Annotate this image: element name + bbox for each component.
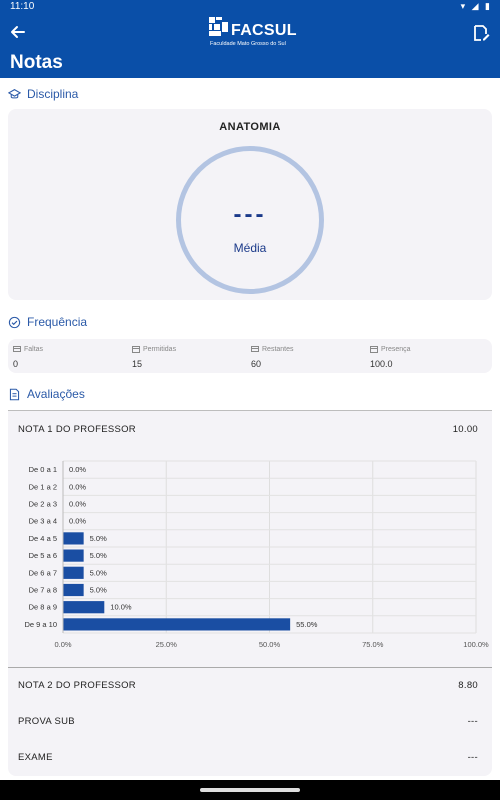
bar bbox=[63, 618, 291, 631]
evaluation-name: EXAME bbox=[18, 752, 53, 763]
x-tick-label: 50.0% bbox=[259, 640, 281, 649]
bar bbox=[63, 601, 105, 614]
bar-value-label: 5.0% bbox=[90, 568, 107, 577]
frequency-label: Faltas bbox=[24, 345, 44, 353]
evaluation-name: PROVA SUB bbox=[18, 716, 75, 727]
evaluation-name: NOTA 2 DO PROFESSOR bbox=[18, 680, 136, 691]
bar-value-label: 0.0% bbox=[69, 500, 86, 509]
facsul-logo: FACSUL Faculdade Mato Grosso do Sul bbox=[208, 16, 297, 52]
evaluation-row[interactable]: NOTA 1 DO PROFESSOR 10.00 bbox=[18, 424, 478, 435]
evaluation-row[interactable]: PROVA SUB --- bbox=[18, 716, 478, 727]
bar-value-label: 0.0% bbox=[69, 517, 86, 526]
frequency-label: Permitidas bbox=[143, 345, 177, 353]
category-label: De 7 a 8 bbox=[29, 586, 57, 595]
logo-brand: FACSUL bbox=[231, 22, 297, 39]
average-ring: --- Média bbox=[176, 146, 324, 294]
bar-value-label: 5.0% bbox=[90, 551, 107, 560]
evaluations-card: NOTA 1 DO PROFESSOR 10.00 0.0% 25.0% 50.0%… bbox=[8, 410, 492, 776]
section-evaluations: Avaliações bbox=[8, 385, 85, 403]
status-icons: ▾ ◢ ▮ bbox=[460, 1, 492, 11]
bar-value-label: 5.0% bbox=[90, 586, 107, 595]
category-label: De 1 a 2 bbox=[29, 482, 57, 491]
evaluation-value: 8.80 bbox=[458, 680, 478, 691]
frequency-absences: Faltas 0 bbox=[13, 344, 43, 369]
evaluation-value: --- bbox=[467, 716, 478, 727]
evaluation-value: 10.00 bbox=[452, 424, 478, 435]
calendar-icon bbox=[132, 345, 140, 353]
back-arrow-icon[interactable] bbox=[8, 22, 28, 42]
bar bbox=[63, 549, 84, 562]
home-gesture-handle[interactable] bbox=[200, 788, 300, 792]
status-time: 11:10 bbox=[10, 1, 35, 12]
facsul-logo-mark-icon bbox=[209, 17, 228, 36]
category-label: De 6 a 7 bbox=[29, 568, 57, 577]
section-discipline: Disciplina bbox=[8, 85, 78, 103]
category-label: De 2 a 3 bbox=[29, 500, 57, 509]
bar bbox=[63, 583, 84, 597]
bar-value-label: 5.0% bbox=[90, 534, 107, 543]
evaluation-row[interactable]: EXAME --- bbox=[18, 752, 478, 763]
x-tick-label: 25.0% bbox=[156, 640, 178, 649]
bar-value-label: 0.0% bbox=[69, 482, 86, 491]
bar-value-label: 55.0% bbox=[296, 620, 318, 629]
discipline-name: ANATOMIA bbox=[219, 121, 281, 133]
x-tick-label: 100.0% bbox=[463, 640, 489, 649]
frequency-allowed: Permitidas 15 bbox=[132, 344, 176, 369]
section-frequency-label: Frequência bbox=[27, 315, 88, 329]
category-label: De 9 a 10 bbox=[24, 620, 57, 629]
card-icon bbox=[251, 345, 259, 353]
x-tick-label: 75.0% bbox=[362, 640, 384, 649]
frequency-value: 100.0 bbox=[370, 359, 393, 369]
page-title: Notas bbox=[10, 52, 63, 73]
category-label: De 5 a 6 bbox=[29, 551, 57, 560]
app-bar: FACSUL Faculdade Mato Grosso do Sul Nota… bbox=[0, 14, 500, 78]
section-frequency: Frequência bbox=[8, 313, 87, 331]
section-evaluations-label: Avaliações bbox=[27, 387, 85, 401]
status-bar: 11:10 ▾ ◢ ▮ bbox=[0, 0, 500, 14]
category-label: De 0 a 1 bbox=[29, 465, 57, 474]
system-nav-bar bbox=[0, 780, 500, 800]
frequency-presence: Presença 100.0 bbox=[370, 344, 411, 369]
grade-distribution-chart: 0.0% 25.0% 50.0% 75.0% 100.0% De 0 a 1 0.0% De … bbox=[24, 460, 489, 649]
document-icon bbox=[9, 388, 20, 400]
bar-value-label: 10.0% bbox=[110, 603, 132, 612]
bar bbox=[63, 532, 84, 545]
bar bbox=[63, 566, 84, 579]
evaluation-name: NOTA 1 DO PROFESSOR bbox=[18, 424, 136, 435]
bar-value-label: 0.0% bbox=[69, 465, 86, 474]
section-discipline-label: Disciplina bbox=[27, 87, 79, 101]
frequency-label: Restantes bbox=[262, 345, 294, 353]
frequency-value: 60 bbox=[251, 359, 262, 369]
average-value: --- bbox=[233, 201, 267, 228]
divider bbox=[8, 667, 492, 668]
logo-subtitle: Faculdade Mato Grosso do Sul bbox=[210, 41, 286, 47]
frequency-value: 15 bbox=[132, 359, 143, 369]
check-circle-icon bbox=[8, 316, 21, 328]
frequency-label: Presença bbox=[381, 345, 411, 353]
category-label: De 3 a 4 bbox=[29, 517, 57, 526]
evaluation-row[interactable]: NOTA 2 DO PROFESSOR 8.80 bbox=[18, 680, 478, 691]
card-icon bbox=[13, 345, 21, 353]
edit-document-icon[interactable] bbox=[472, 24, 490, 42]
category-label: De 4 a 5 bbox=[29, 534, 57, 543]
graduation-cap-icon bbox=[8, 88, 21, 98]
x-tick-label: 0.0% bbox=[54, 640, 71, 649]
discipline-card: ANATOMIA --- Média bbox=[8, 109, 492, 300]
frequency-value: 0 bbox=[13, 359, 19, 369]
evaluation-value: --- bbox=[467, 752, 478, 763]
average-label: Média bbox=[233, 241, 267, 255]
frequency-remaining: Restantes 60 bbox=[251, 344, 294, 369]
category-label: De 8 a 9 bbox=[29, 603, 57, 612]
calendar-icon bbox=[370, 345, 378, 353]
frequency-card: Faltas 0 Permitidas 15 Restantes 60 Pres… bbox=[8, 339, 492, 373]
